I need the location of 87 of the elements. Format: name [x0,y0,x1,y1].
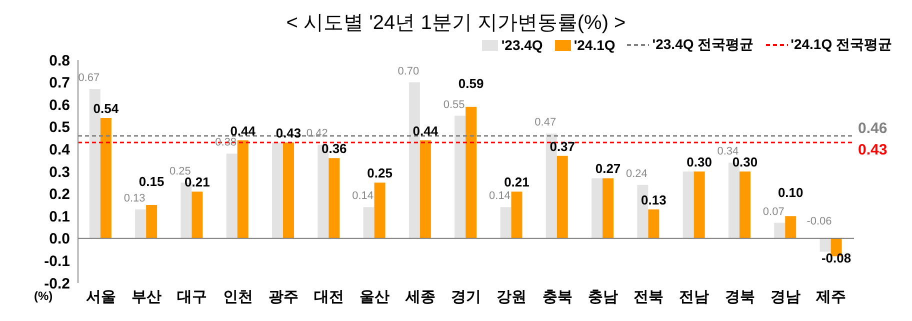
x-tick-label: 충남 [588,288,618,306]
bar [500,207,512,238]
y-tick-label: 0.6 [49,96,70,114]
x-tick-label: 경남 [770,288,801,306]
data-label: 0.13 [124,192,146,204]
bar [420,140,431,238]
legend-label: '23.4Q [500,37,543,53]
x-tick-label: 대전 [314,288,344,306]
bar [774,222,786,238]
data-label: 0.47 [534,116,556,129]
bar [100,118,112,238]
y-tick-label: 0.2 [49,186,70,204]
chart-title: < 시도별 '24년 1분기 지가변동률(%) > [286,12,626,34]
y-tick-label: 0.3 [49,164,70,181]
data-label: 0.42 [306,128,328,140]
x-tick-label: 대구 [177,288,208,306]
bar [192,192,203,238]
bar [146,204,158,238]
bar [694,172,705,238]
data-label: 0.07 [762,206,784,218]
y-tick-label: -0.1 [44,253,70,270]
data-label: 0.14 [489,190,510,202]
x-tick-label: 인천 [222,288,253,306]
data-label: 0.25 [367,166,392,181]
bar [592,178,603,238]
data-label: 0.30 [686,154,712,170]
bar [785,216,796,238]
bar [226,154,238,238]
data-label: 0.14 [352,190,374,202]
bar [283,142,294,238]
bar [466,106,477,238]
y-tick-label: 0.8 [49,52,70,70]
x-tick-label: 전북 [634,288,664,306]
y-tick-label: 0.7 [49,74,70,92]
bar [682,172,694,238]
bar [556,156,568,238]
data-label: 0.70 [398,65,420,78]
x-tick-label: 광주 [268,288,298,306]
bar [363,207,374,238]
bar [454,116,466,238]
data-label: 0.21 [504,174,530,190]
x-tick-label: 제주 [815,288,846,306]
bar [820,238,831,252]
legend-label: '23.4Q 전국평균 [651,36,754,54]
data-label: 0.24 [626,168,648,180]
data-label: 0.44 [412,123,439,138]
x-tick-label: 충북 [542,288,572,306]
x-tick-label: 세종 [404,288,436,306]
data-label: 0.55 [443,98,465,111]
y-tick-label: 0.4 [49,142,71,159]
bar [648,209,660,238]
bar [237,140,248,238]
y-tick-label: 0.1 [49,208,70,226]
y-tick-label: 0.5 [49,119,70,136]
bar [511,192,522,238]
bar [135,209,146,238]
data-label: 0.38 [215,136,237,149]
data-label: -0.08 [821,250,852,266]
data-label: 0.43 [276,126,302,141]
text: 0.46 [858,120,888,137]
x-tick-label: 경기 [451,288,481,306]
data-label: 0.10 [778,185,804,200]
bar [328,158,340,238]
data-label: 0.59 [458,76,484,91]
data-label: 0.37 [550,138,576,154]
text: 0.43 [858,142,888,159]
data-label: 0.54 [93,100,120,116]
y-tick-label: 0.0 [49,230,70,248]
legend-label: '24.1Q [572,37,616,53]
data-label: 0.27 [595,161,621,176]
bar [602,178,614,238]
data-label: -0.06 [806,215,832,228]
x-tick-label: 울산 [360,288,390,306]
bar [739,172,750,238]
x-tick-label: 부산 [131,288,162,306]
x-tick-label: 전남 [679,288,710,306]
data-label: 0.67 [78,72,100,84]
data-label: 0.44 [230,123,256,138]
x-tick-label: 강원 [496,288,527,306]
x-tick-label: 경북 [724,288,755,306]
x-tick-label: 서울 [86,288,116,306]
data-label: 0.13 [641,192,666,208]
bar [272,142,283,238]
bar [374,182,386,238]
legend-label: '24.1Q 전국평균 [790,36,892,54]
data-label: 0.15 [138,174,164,189]
data-label: 0.36 [321,141,347,156]
